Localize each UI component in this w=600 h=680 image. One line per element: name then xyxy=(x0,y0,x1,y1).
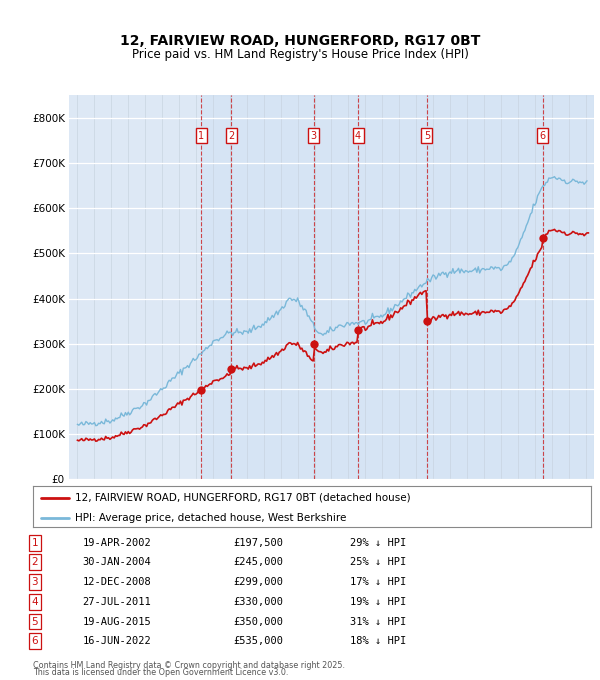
Text: 25% ↓ HPI: 25% ↓ HPI xyxy=(350,558,406,567)
Text: 19% ↓ HPI: 19% ↓ HPI xyxy=(350,597,406,607)
Text: 19-APR-2002: 19-APR-2002 xyxy=(83,538,151,547)
Text: 29% ↓ HPI: 29% ↓ HPI xyxy=(350,538,406,547)
Text: 27-JUL-2011: 27-JUL-2011 xyxy=(83,597,151,607)
Text: 1: 1 xyxy=(198,131,204,141)
Text: 3: 3 xyxy=(31,577,38,587)
Text: £330,000: £330,000 xyxy=(233,597,283,607)
Text: 12, FAIRVIEW ROAD, HUNGERFORD, RG17 0BT: 12, FAIRVIEW ROAD, HUNGERFORD, RG17 0BT xyxy=(120,34,480,48)
Text: £350,000: £350,000 xyxy=(233,617,283,626)
Text: £245,000: £245,000 xyxy=(233,558,283,567)
Text: 16-JUN-2022: 16-JUN-2022 xyxy=(83,636,151,646)
Text: £299,000: £299,000 xyxy=(233,577,283,587)
Bar xyxy=(358,95,427,479)
Text: 2: 2 xyxy=(31,558,38,567)
Text: 12-DEC-2008: 12-DEC-2008 xyxy=(83,577,151,587)
Text: 1: 1 xyxy=(31,538,38,547)
Text: £197,500: £197,500 xyxy=(233,538,283,547)
Text: 12, FAIRVIEW ROAD, HUNGERFORD, RG17 0BT (detached house): 12, FAIRVIEW ROAD, HUNGERFORD, RG17 0BT … xyxy=(75,492,410,503)
Bar xyxy=(231,95,314,479)
Text: HPI: Average price, detached house, West Berkshire: HPI: Average price, detached house, West… xyxy=(75,513,346,523)
Text: 31% ↓ HPI: 31% ↓ HPI xyxy=(350,617,406,626)
Text: 18% ↓ HPI: 18% ↓ HPI xyxy=(350,636,406,646)
Bar xyxy=(314,95,358,479)
Text: 5: 5 xyxy=(31,617,38,626)
Bar xyxy=(542,95,594,479)
Text: 4: 4 xyxy=(31,597,38,607)
Bar xyxy=(427,95,542,479)
Text: £535,000: £535,000 xyxy=(233,636,283,646)
Text: 19-AUG-2015: 19-AUG-2015 xyxy=(83,617,151,626)
Text: 17% ↓ HPI: 17% ↓ HPI xyxy=(350,577,406,587)
Text: This data is licensed under the Open Government Licence v3.0.: This data is licensed under the Open Gov… xyxy=(33,668,289,677)
Text: Price paid vs. HM Land Registry's House Price Index (HPI): Price paid vs. HM Land Registry's House … xyxy=(131,48,469,61)
Text: 30-JAN-2004: 30-JAN-2004 xyxy=(83,558,151,567)
Bar xyxy=(201,95,231,479)
Text: 4: 4 xyxy=(355,131,361,141)
Text: Contains HM Land Registry data © Crown copyright and database right 2025.: Contains HM Land Registry data © Crown c… xyxy=(33,661,345,670)
Text: 6: 6 xyxy=(31,636,38,646)
Text: 5: 5 xyxy=(424,131,430,141)
Text: 2: 2 xyxy=(228,131,235,141)
Text: 3: 3 xyxy=(311,131,317,141)
Text: 6: 6 xyxy=(539,131,545,141)
